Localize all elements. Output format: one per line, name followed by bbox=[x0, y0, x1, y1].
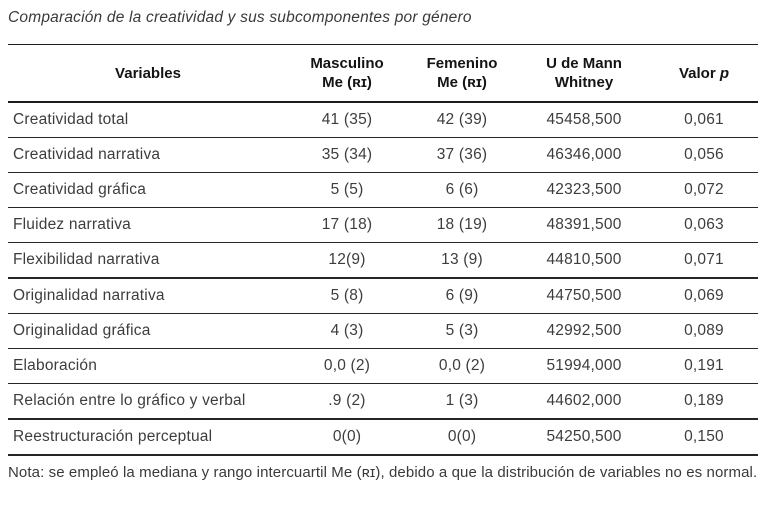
cell-u-mann-whitney: 44750,500 bbox=[518, 278, 650, 314]
header-masculino-line1: Masculino bbox=[310, 55, 384, 72]
table-row: Relación entre lo gráfico y verbal .9 (2)… bbox=[8, 383, 758, 420]
header-u-mann-whitney: U de Mann Whitney bbox=[518, 44, 650, 103]
cell-u-mann-whitney: 44602,000 bbox=[518, 383, 650, 420]
table-row: Creatividad total 41 (35) 42 (39) 45458,500… bbox=[8, 102, 758, 138]
cell-masculino: 0,0 (2) bbox=[288, 348, 406, 384]
cell-valor-p: 0,191 bbox=[650, 348, 758, 384]
header-femenino-line2: Me (ʀɪ) bbox=[437, 74, 487, 91]
cell-u-mann-whitney: 51994,000 bbox=[518, 348, 650, 384]
comparison-table: Variables Masculino Me (ʀɪ) Femenino Me … bbox=[8, 44, 758, 456]
header-masculino-line2: Me (ʀɪ) bbox=[322, 74, 372, 91]
cell-variable: Relación entre lo gráfico y verbal bbox=[8, 383, 288, 420]
cell-variable: Fluidez narrativa bbox=[8, 207, 288, 243]
cell-femenino: 18 (19) bbox=[406, 207, 518, 243]
cell-variable: Creatividad total bbox=[8, 102, 288, 138]
header-u-mann-whitney-line1: U de Mann bbox=[546, 55, 622, 72]
cell-valor-p: 0,063 bbox=[650, 207, 758, 243]
cell-masculino: 41 (35) bbox=[288, 102, 406, 138]
cell-variable: Originalidad gráfica bbox=[8, 313, 288, 349]
header-p-symbol: p bbox=[719, 64, 730, 82]
cell-masculino: 5 (5) bbox=[288, 172, 406, 208]
table-row: Reestructuración perceptual 0(0) 0(0) 54250… bbox=[8, 419, 758, 456]
cell-valor-p: 0,061 bbox=[650, 102, 758, 138]
table-row: Originalidad gráfica 4 (3) 5 (3) 42992,500 0… bbox=[8, 313, 758, 349]
cell-masculino: 12(9) bbox=[288, 242, 406, 279]
table-row: Flexibilidad narrativa 12(9) 13 (9) 44810,5… bbox=[8, 242, 758, 279]
cell-variable: Elaboración bbox=[8, 348, 288, 384]
cell-u-mann-whitney: 45458,500 bbox=[518, 102, 650, 138]
cell-u-mann-whitney: 46346,000 bbox=[518, 137, 650, 173]
header-femenino: Femenino Me (ʀɪ) bbox=[406, 44, 518, 103]
cell-masculino: 35 (34) bbox=[288, 137, 406, 173]
header-variables: Variables bbox=[8, 44, 288, 103]
cell-femenino: 5 (3) bbox=[406, 313, 518, 349]
cell-masculino: 0(0) bbox=[288, 419, 406, 456]
table-row: Fluidez narrativa 17 (18) 18 (19) 48391,500… bbox=[8, 207, 758, 243]
cell-valor-p: 0,071 bbox=[650, 242, 758, 279]
cell-variable: Creatividad narrativa bbox=[8, 137, 288, 173]
cell-femenino: 6 (6) bbox=[406, 172, 518, 208]
cell-valor-p: 0,072 bbox=[650, 172, 758, 208]
table-row: Originalidad narrativa 5 (8) 6 (9) 44750,50… bbox=[8, 278, 758, 314]
table-row: Elaboración 0,0 (2) 0,0 (2) 51994,000 0,191 bbox=[8, 348, 758, 384]
cell-valor-p: 0,056 bbox=[650, 137, 758, 173]
cell-femenino: 6 (9) bbox=[406, 278, 518, 314]
header-valor-word: Valor bbox=[678, 64, 716, 82]
cell-variable: Creatividad gráfica bbox=[8, 172, 288, 208]
table-title: Comparación de la creatividad y sus subc… bbox=[8, 9, 472, 26]
cell-variable: Originalidad narrativa bbox=[8, 278, 288, 314]
header-u-mann-whitney-line2: Whitney bbox=[554, 74, 614, 91]
header-femenino-line1: Femenino bbox=[426, 55, 498, 72]
cell-masculino: 5 (8) bbox=[288, 278, 406, 314]
cell-femenino: 0,0 (2) bbox=[406, 348, 518, 384]
cell-masculino: 4 (3) bbox=[288, 313, 406, 349]
cell-masculino: .9 (2) bbox=[288, 383, 406, 420]
cell-valor-p: 0,189 bbox=[650, 383, 758, 420]
table-row: Creatividad gráfica 5 (5) 6 (6) 42323,500 0,… bbox=[8, 172, 758, 208]
table-note: Nota: se empleó la mediana y rango inter… bbox=[8, 464, 758, 481]
cell-valor-p: 0,150 bbox=[650, 419, 758, 456]
table-header-row: Variables Masculino Me (ʀɪ) Femenino Me … bbox=[8, 44, 758, 103]
cell-u-mann-whitney: 54250,500 bbox=[518, 419, 650, 456]
cell-femenino: 42 (39) bbox=[406, 102, 518, 138]
cell-u-mann-whitney: 42323,500 bbox=[518, 172, 650, 208]
cell-u-mann-whitney: 44810,500 bbox=[518, 242, 650, 279]
cell-variable: Reestructuración perceptual bbox=[8, 419, 288, 456]
table-row: Creatividad narrativa 35 (34) 37 (36) 46346… bbox=[8, 137, 758, 173]
cell-u-mann-whitney: 48391,500 bbox=[518, 207, 650, 243]
cell-femenino: 0(0) bbox=[406, 419, 518, 456]
header-masculino: Masculino Me (ʀɪ) bbox=[288, 44, 406, 103]
cell-variable: Flexibilidad narrativa bbox=[8, 242, 288, 279]
cell-femenino: 13 (9) bbox=[406, 242, 518, 279]
cell-masculino: 17 (18) bbox=[288, 207, 406, 243]
cell-valor-p: 0,069 bbox=[650, 278, 758, 314]
cell-femenino: 37 (36) bbox=[406, 137, 518, 173]
cell-femenino: 1 (3) bbox=[406, 383, 518, 420]
header-valor-p: Valor p bbox=[650, 44, 758, 103]
cell-u-mann-whitney: 42992,500 bbox=[518, 313, 650, 349]
cell-valor-p: 0,089 bbox=[650, 313, 758, 349]
